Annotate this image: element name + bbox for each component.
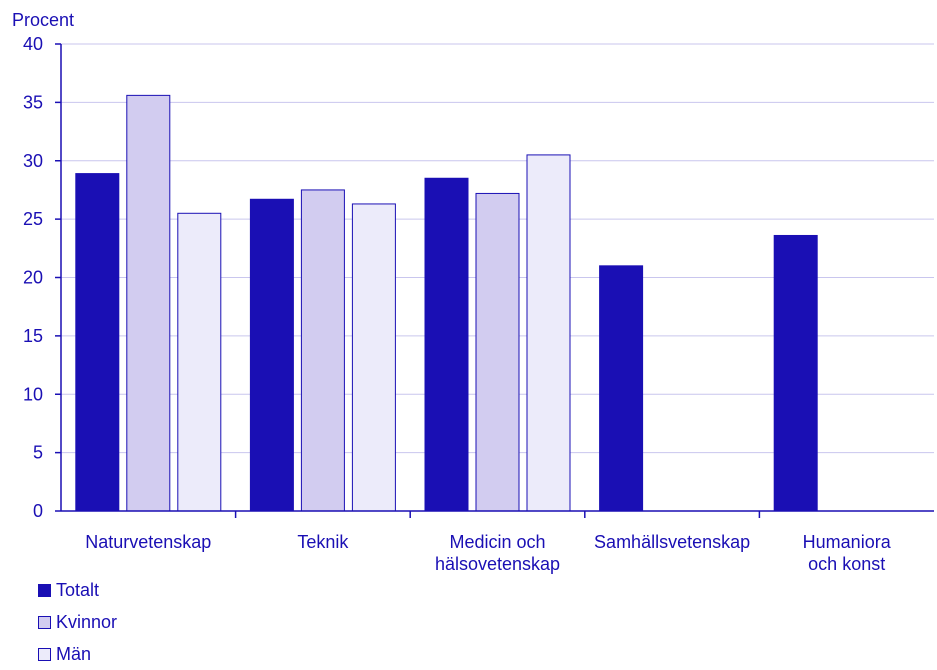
bar [773,234,818,512]
bar [526,154,571,512]
bar [351,203,396,512]
y-tick-label: 25 [23,209,43,229]
y-tick-label: 30 [23,151,43,171]
legend-item-kvinnor: Kvinnor [38,606,117,638]
category-label-line: Humaniora [803,532,892,552]
category-label-line: och konst [808,554,885,574]
category-label: Samhällsvetenskap [594,532,750,552]
legend: Totalt Kvinnor Män [38,574,117,670]
category-label: Humaniora och konst [803,532,892,574]
category-labels: Naturvetenskap Teknik Medicin och hälsovete… [85,532,891,574]
bar [177,212,222,512]
bar [424,177,469,512]
bar [475,192,520,512]
legend-label-totalt: Totalt [56,579,100,600]
y-tick-label: 10 [23,384,43,404]
legend-item-man: Män [38,638,117,670]
legend-swatch-kvinnor [38,615,51,629]
y-tick-label: 20 [23,268,43,288]
y-tick-label: 35 [23,92,43,112]
category-label-line: Naturvetenskap [85,532,211,552]
legend-label-kvinnor: Kvinnor [56,611,118,632]
category-label: Teknik [297,532,349,552]
legend-label-man: Män [56,643,92,664]
y-tick-label: 40 [23,34,43,54]
y-tick-label: 5 [33,443,43,463]
bar [126,94,171,512]
bar [249,198,294,512]
bar [300,189,345,512]
y-axis-label: Procent [12,10,74,30]
bars [75,94,818,512]
category-label: Medicin och hälsovetenskap [435,532,560,574]
y-tick-label: 0 [33,501,43,521]
category-label: Naturvetenskap [85,532,211,552]
bar [75,173,120,512]
category-label-line: hälsovetenskap [435,554,560,574]
axes [55,43,934,518]
category-label-line: Teknik [297,532,349,552]
y-tick-label: 15 [23,326,43,346]
category-label-line: Samhällsvetenskap [594,532,750,552]
category-label-line: Medicin och [449,532,545,552]
legend-swatch-totalt [38,583,51,597]
legend-item-totalt: Totalt [38,574,117,606]
legend-swatch-man [38,647,51,661]
y-tick-labels: 0 5 10 15 20 25 30 35 40 [23,34,43,521]
bar [599,265,644,512]
